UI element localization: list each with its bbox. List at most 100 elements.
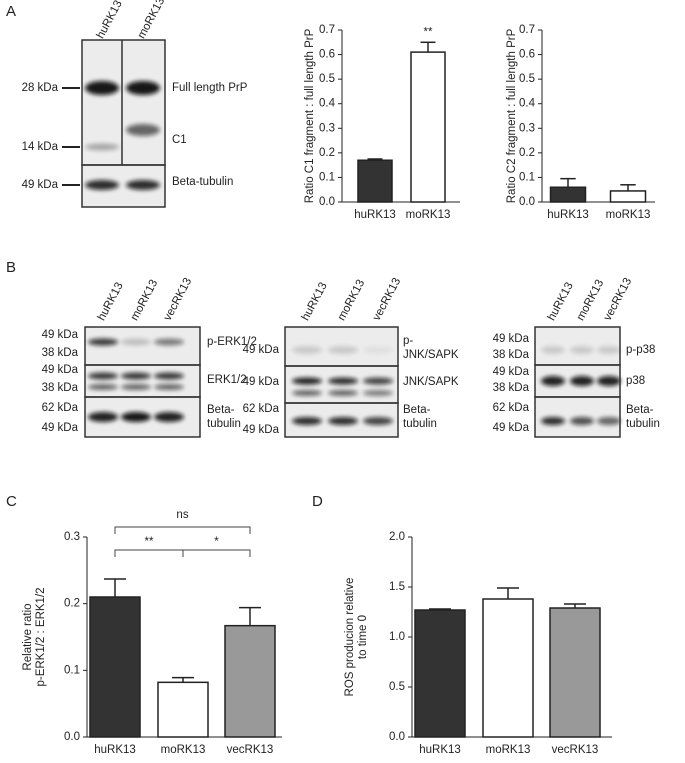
blot-band	[154, 338, 184, 346]
marker-label: 38 kDa	[42, 382, 79, 394]
blot-band	[126, 124, 160, 136]
marker-label: 62 kDa	[42, 402, 79, 414]
blot-band	[570, 417, 594, 425]
marker-label: 49 kDa	[243, 424, 280, 436]
blot-band	[121, 384, 151, 390]
marker-label: 49 kDa	[243, 376, 280, 388]
band-label: Beta-	[626, 404, 654, 416]
y-axis-label: Relative ratio	[22, 603, 34, 670]
blot-band	[154, 372, 184, 380]
lane-label: vecRK13	[602, 276, 635, 323]
bar	[410, 51, 446, 203]
significance-label: ns	[176, 509, 188, 521]
x-tick-label: huRK13	[419, 744, 461, 756]
lane-label: huRK13	[96, 281, 126, 323]
blot-band	[121, 372, 151, 380]
y-tick-label: 1.5	[389, 581, 405, 593]
marker-label: 49 kDa	[493, 366, 530, 378]
y-tick-label: 0.2	[519, 147, 535, 159]
marker-label: 38 kDa	[493, 382, 530, 394]
x-tick-label: moRK13	[161, 744, 206, 756]
lane-label: huRK13	[300, 281, 330, 323]
y-tick-label: 0.0	[389, 731, 405, 743]
x-tick-label: moRK13	[606, 209, 651, 221]
marker-label: 38 kDa	[42, 347, 79, 359]
y-axis-label: Ratio C2 fragment : full length PrP	[506, 28, 518, 203]
y-tick-label: 1.0	[389, 631, 405, 643]
blot-band	[126, 81, 160, 95]
significance-bracket	[114, 526, 251, 534]
y-tick-label: 0.3	[64, 531, 80, 543]
lane-label: vecRK13	[371, 276, 404, 323]
blot-band	[328, 377, 358, 385]
band-label: Beta-	[207, 404, 235, 416]
y-tick-label: 0.5	[389, 681, 405, 693]
marker-label: 49 kDa	[22, 179, 59, 191]
blot-band	[85, 143, 119, 151]
blot-band	[88, 412, 118, 422]
blot-band	[292, 377, 322, 385]
marker-label: 49 kDa	[243, 344, 280, 356]
x-tick-label: huRK13	[94, 744, 136, 756]
blot-band	[292, 346, 322, 354]
blot-band	[88, 384, 118, 390]
blot-band	[85, 180, 119, 190]
lane-label: vecRK13	[162, 276, 195, 323]
bar	[224, 624, 276, 738]
band-label: tubulin	[403, 418, 437, 430]
bar	[549, 607, 601, 738]
y-tick-label: 0.5	[519, 73, 535, 85]
blot-band	[597, 376, 621, 386]
y-tick-label: 0.0	[519, 196, 535, 208]
x-tick-label: vecRK13	[552, 744, 599, 756]
lane-label: huRK13	[546, 281, 576, 323]
panel-letter: D	[312, 493, 323, 510]
blot-band	[570, 376, 594, 386]
x-tick-label: huRK13	[354, 209, 396, 221]
y-tick-label: 0.4	[519, 98, 536, 110]
significance-label: **	[424, 26, 433, 38]
blot-band	[154, 384, 184, 390]
band-label: p-ERK1/2	[207, 336, 257, 348]
bar	[157, 681, 209, 738]
blot-band	[541, 376, 565, 386]
marker-label: 62 kDa	[493, 402, 530, 414]
panel-letter: A	[6, 3, 16, 20]
marker-label: 49 kDa	[493, 333, 530, 345]
blot-band	[541, 417, 565, 425]
blot-band	[292, 417, 322, 425]
bar	[89, 596, 141, 738]
significance-label: **	[145, 536, 154, 548]
y-tick-label: 0.1	[64, 664, 80, 676]
blot-band	[363, 390, 393, 396]
x-tick-label: moRK13	[406, 209, 451, 221]
band-label: Beta-tubulin	[172, 176, 233, 188]
marker-label: 49 kDa	[42, 422, 79, 434]
band-label: JNK/SAPK	[403, 349, 459, 361]
bar	[414, 609, 466, 738]
blot-strip	[284, 402, 399, 438]
lane-label: moRK13	[336, 278, 368, 323]
blot-background	[82, 40, 165, 207]
lane-label: moRK13	[129, 278, 161, 323]
blot-band	[597, 346, 621, 354]
y-tick-label: 0.3	[519, 122, 535, 134]
bar	[549, 186, 587, 203]
blot-band	[597, 417, 621, 425]
y-tick-label: 0.0	[64, 731, 80, 743]
y-tick-label: 0.4	[319, 98, 336, 110]
band-label: JNK/SAPK	[403, 376, 459, 388]
band-label: p-p38	[626, 344, 655, 356]
marker-label: 49 kDa	[493, 422, 530, 434]
marker-label: 38 kDa	[493, 349, 530, 361]
band-label: Full length PrP	[172, 82, 248, 94]
significance-bracket	[182, 549, 251, 557]
band-label: tubulin	[207, 418, 241, 430]
blot-strip	[534, 396, 621, 438]
blot-band	[328, 390, 358, 396]
y-tick-label: 0.5	[319, 73, 335, 85]
band-label: p38	[626, 375, 645, 387]
blot-band	[126, 180, 160, 190]
band-label: Beta-	[403, 404, 431, 416]
